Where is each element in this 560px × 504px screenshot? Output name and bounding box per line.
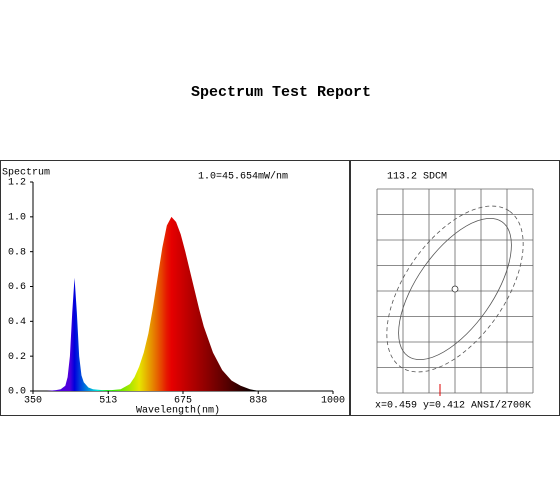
inner-ellipse: [398, 217, 512, 361]
y-tick-label: 0.0: [8, 387, 26, 398]
y-tick-label: 1.2: [8, 178, 26, 189]
spectrum-area: [46, 216, 260, 391]
y-tick-label: 1.0: [8, 212, 26, 223]
report-title: Spectrum Test Report: [191, 84, 371, 101]
y-tick-label: 0.4: [8, 317, 26, 328]
x-tick-label: 838: [249, 396, 267, 407]
y-tick-label: 0.6: [8, 282, 26, 293]
spectrum-frame: [0, 160, 350, 416]
coordinates: x=0.459 y=0.412 ANSI/2700K: [375, 400, 531, 412]
x-axis-label: Wavelength(nm): [136, 405, 220, 417]
sdcm-diagram: 113.2 SDCM x=0.459 y=0.412 ANSI/2700K: [375, 172, 534, 412]
x-tick-label: 675: [174, 396, 192, 407]
x-tick-label: 513: [99, 396, 117, 407]
x-tick-label: 350: [24, 396, 42, 407]
sdcm-label: 113.2 SDCM: [387, 172, 447, 183]
center-point: [451, 285, 459, 293]
y-axis-label: Spectrum: [2, 168, 50, 179]
x-tick-label: 1000: [321, 396, 345, 407]
y-tick-label: 0.2: [8, 352, 26, 363]
y-tick-label: 0.8: [8, 247, 26, 258]
outer-ellipse: [386, 205, 524, 373]
annotation: 1.0=45.654mW/nm: [198, 171, 288, 183]
